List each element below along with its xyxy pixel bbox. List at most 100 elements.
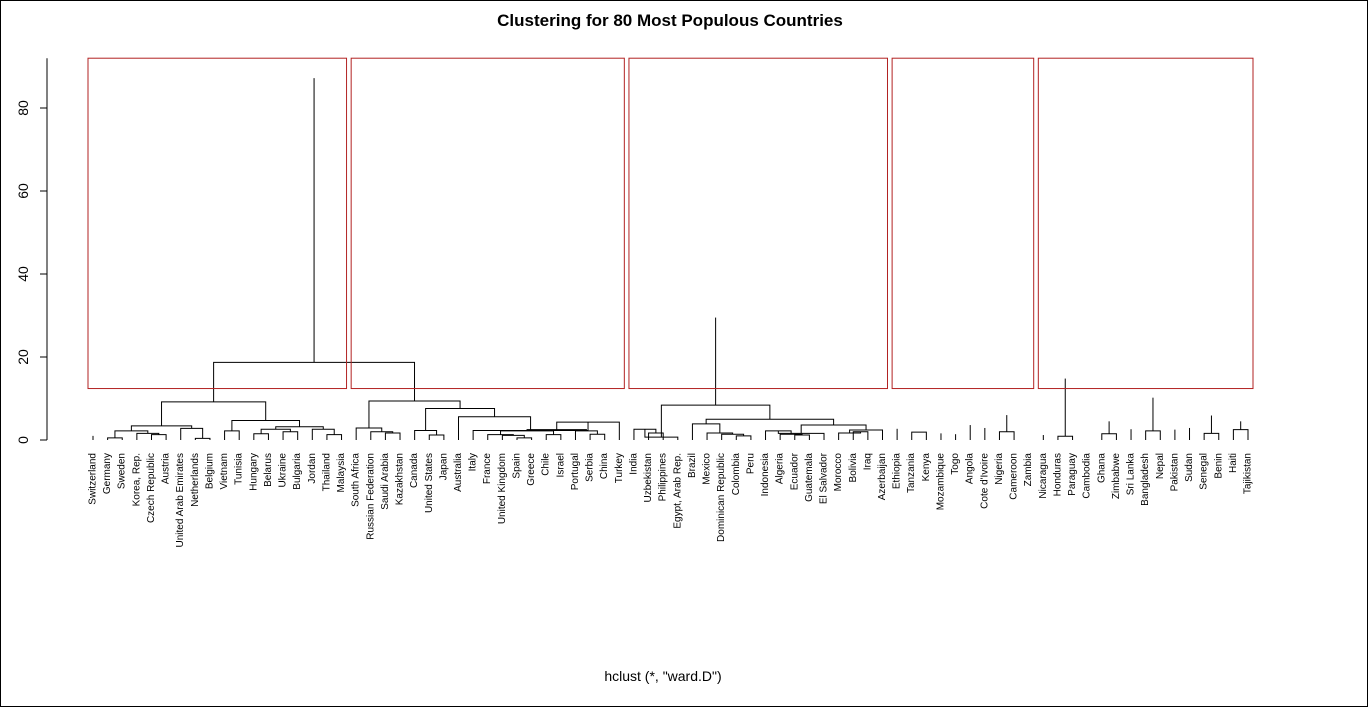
dendrogram-branch	[194, 437, 211, 440]
leaf-label: United States	[424, 453, 435, 513]
leaf-label: Nepal	[1155, 453, 1166, 479]
leaf-label: Dominican Republic	[716, 453, 727, 542]
dendrogram-branch	[114, 430, 149, 438]
dendrogram-branch	[1203, 432, 1220, 440]
dendrogram-branch	[326, 434, 343, 440]
leaf-label: China	[599, 453, 610, 480]
dendrogram-branch	[384, 432, 401, 440]
leaf-label: Saudi Arabia	[380, 453, 391, 510]
leaf-label: Turkey	[614, 453, 625, 483]
leaf-label: Senegal	[1199, 453, 1210, 490]
leaf-label: El Salvador	[819, 452, 830, 504]
leaf-label: Korea, Rep.	[131, 453, 142, 506]
dendrogram-branch	[107, 437, 123, 440]
dendrogram-branch	[1057, 435, 1074, 440]
leaf-label: Kenya	[921, 453, 932, 482]
leaf-label: Cambodia	[1082, 453, 1093, 499]
cluster-rectangle	[891, 57, 1035, 390]
leaf-label: Angola	[965, 453, 976, 485]
leaf-label: Thailand	[321, 453, 332, 491]
leaf-label: Haiti	[1228, 453, 1239, 473]
leaf-label: Egypt, Arab Rep.	[672, 453, 683, 529]
dendrogram-branch	[282, 431, 299, 440]
leaf-label: United Kingdom	[497, 453, 508, 524]
cluster-rectangle	[87, 57, 348, 390]
dendrogram-branch	[1232, 429, 1249, 440]
leaf-label: Indonesia	[760, 453, 771, 497]
dendrogram-branch	[150, 434, 167, 440]
dendrogram-branch	[705, 418, 835, 426]
dendrogram-branch	[458, 416, 532, 440]
leaf-label: Peru	[745, 453, 756, 474]
leaf-label: Israel	[555, 453, 566, 477]
dendrogram-branch	[368, 400, 461, 428]
leaf-label: Germany	[102, 453, 113, 494]
dendrogram-branch	[545, 434, 562, 440]
leaf-label: France	[482, 453, 493, 485]
leaf-label: Paraguay	[1067, 453, 1078, 496]
cluster-rectangle	[1037, 57, 1254, 390]
dendrogram-branch	[574, 430, 598, 440]
y-tick-label: 20	[15, 349, 31, 365]
dendrogram-branch	[161, 401, 267, 426]
leaf-label: Australia	[453, 453, 464, 492]
leaf-label: Nigeria	[994, 453, 1005, 485]
dendrogram-branches	[93, 78, 1249, 440]
leaf-label: Serbia	[585, 453, 596, 482]
leaf-label: Tunisia	[234, 453, 245, 485]
dendrogram-branch	[911, 431, 927, 440]
leaf-label: Malaysia	[336, 453, 347, 493]
leaf-label: Chile	[541, 453, 552, 476]
dendrogram-branch	[1145, 430, 1161, 440]
leaf-label: Canada	[409, 453, 420, 488]
dendrogram-branch	[516, 437, 533, 440]
leaf-label: Vietnam	[219, 453, 230, 490]
dendrogram-branch	[500, 430, 555, 435]
dendrogram-branch	[794, 434, 810, 440]
leaf-label: Switzerland	[88, 453, 99, 505]
leaf-label: Belgium	[204, 453, 215, 489]
leaf-label: Austria	[161, 453, 172, 485]
leaf-label: Ghana	[1096, 453, 1107, 483]
chart-title: Clustering for 80 Most Populous Countrie…	[497, 11, 843, 30]
x-axis-label: hclust (*, "ward.D")	[604, 668, 721, 684]
cluster-rectangle	[350, 57, 625, 390]
leaf-label: Colombia	[731, 453, 742, 496]
leaf-label: Japan	[438, 453, 449, 480]
leaf-label: India	[628, 453, 639, 475]
leaf-label: Portugal	[570, 453, 581, 490]
leaf-label: Spain	[511, 453, 522, 479]
cluster-rectangle	[628, 57, 888, 390]
dendrogram-branch	[428, 434, 445, 440]
dendrogram-branch	[721, 433, 745, 440]
leaf-label: Algeria	[775, 453, 786, 485]
leaf-label: Sweden	[117, 453, 128, 489]
leaf-label: Nicaragua	[1038, 453, 1049, 499]
dendrogram-branch	[691, 423, 721, 440]
leaf-label: Bulgaria	[292, 453, 303, 490]
leaf-labels: Switzerland Germany Sweden Korea, Rep. Czech…	[88, 452, 1254, 547]
leaf-label: Morocco	[833, 453, 844, 492]
leaf-label: Czech Republic	[146, 453, 157, 523]
dendrogram-branch	[1101, 433, 1117, 440]
leaf-label: Belarus	[263, 453, 274, 487]
y-tick-label: 80	[15, 100, 31, 116]
dendrogram-branch	[213, 361, 416, 402]
dendrogram-branch	[224, 430, 240, 440]
dendrogram-branch	[660, 404, 771, 438]
leaf-label: Brazil	[687, 453, 698, 478]
leaf-label: Philippines	[658, 453, 669, 501]
leaf-label: Zimbabwe	[1111, 453, 1122, 500]
leaf-label: United Arab Emirates	[175, 453, 186, 548]
leaf-label: Bangladesh	[1140, 453, 1151, 506]
leaf-label: Tanzania	[906, 453, 917, 493]
leaf-label: Hungary	[248, 453, 259, 491]
leaf-label: Sudan	[1184, 453, 1195, 482]
y-axis: 0 20 40 60 80	[15, 58, 48, 444]
dendrogram-branch	[589, 433, 606, 440]
dendrogram-branch	[355, 427, 383, 440]
leaf-label: Mozambique	[935, 453, 946, 511]
leaf-label: Ecuador	[789, 452, 800, 490]
